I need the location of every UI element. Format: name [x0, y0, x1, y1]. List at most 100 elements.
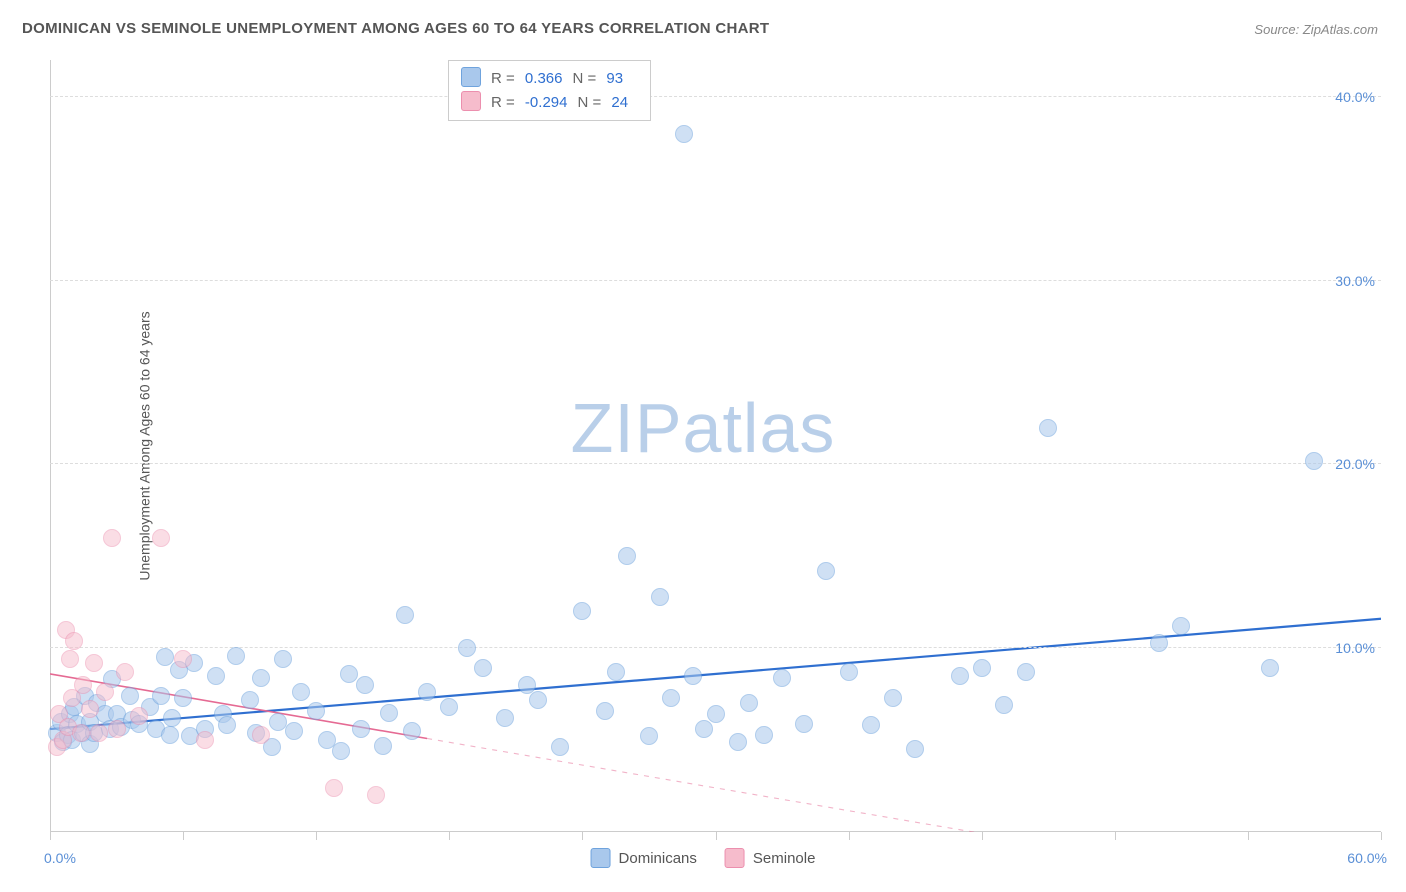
gridline	[50, 96, 1381, 97]
data-point	[285, 722, 303, 740]
x-tick	[449, 832, 450, 840]
data-point	[1305, 452, 1323, 470]
x-min-label: 0.0%	[44, 850, 76, 866]
data-point	[241, 691, 259, 709]
data-point	[840, 663, 858, 681]
data-point	[103, 529, 121, 547]
data-point	[640, 727, 658, 745]
source-label: Source:	[1254, 22, 1299, 37]
x-tick	[50, 832, 51, 840]
x-tick	[849, 832, 850, 840]
data-point	[380, 704, 398, 722]
data-point	[108, 720, 126, 738]
data-point	[662, 689, 680, 707]
data-point	[152, 529, 170, 547]
x-tick	[1115, 832, 1116, 840]
data-point	[332, 742, 350, 760]
legend-swatch	[725, 848, 745, 868]
gridline	[50, 280, 1381, 281]
plot-area: 10.0%20.0%30.0%40.0%0.0%60.0%	[50, 60, 1381, 832]
data-point	[163, 709, 181, 727]
x-tick	[982, 832, 983, 840]
x-tick	[582, 832, 583, 840]
data-point	[573, 602, 591, 620]
x-tick	[183, 832, 184, 840]
data-point	[551, 738, 569, 756]
chart-title: DOMINICAN VS SEMINOLE UNEMPLOYMENT AMONG…	[22, 20, 769, 37]
x-max-label: 60.0%	[1347, 850, 1387, 866]
data-point	[121, 687, 139, 705]
data-point	[729, 733, 747, 751]
data-point	[65, 632, 83, 650]
data-point	[862, 716, 880, 734]
n-label: N =	[572, 70, 596, 87]
data-point	[292, 683, 310, 701]
data-point	[973, 659, 991, 677]
data-point	[307, 702, 325, 720]
n-label: N =	[577, 94, 601, 111]
data-point	[995, 696, 1013, 714]
data-point	[418, 683, 436, 701]
source-attribution: Source: ZipAtlas.com	[1254, 22, 1378, 37]
data-point	[72, 724, 90, 742]
correlation-legend: R = 0.366N = 93R = -0.294N = 24	[448, 60, 651, 121]
data-point	[1039, 419, 1057, 437]
data-point	[274, 650, 292, 668]
data-point	[85, 654, 103, 672]
data-point	[618, 547, 636, 565]
data-point	[529, 691, 547, 709]
data-point	[340, 665, 358, 683]
data-point	[352, 720, 370, 738]
data-point	[227, 647, 245, 665]
data-point	[1261, 659, 1279, 677]
data-point	[773, 669, 791, 687]
data-point	[81, 700, 99, 718]
data-point	[325, 779, 343, 797]
series-legend: Dominicans Seminole	[577, 848, 830, 872]
x-tick	[316, 832, 317, 840]
data-point	[161, 726, 179, 744]
data-point	[116, 663, 134, 681]
data-point	[374, 737, 392, 755]
data-point	[675, 125, 693, 143]
legend-swatch	[461, 67, 481, 87]
data-point	[207, 667, 225, 685]
legend-label: Seminole	[753, 850, 816, 867]
x-tick	[716, 832, 717, 840]
r-label: R =	[491, 94, 515, 111]
x-tick	[1248, 832, 1249, 840]
data-point	[951, 667, 969, 685]
r-label: R =	[491, 70, 515, 87]
data-point	[817, 562, 835, 580]
gridline	[50, 647, 1381, 648]
legend-swatch	[591, 848, 611, 868]
data-point	[367, 786, 385, 804]
data-point	[695, 720, 713, 738]
data-point	[884, 689, 902, 707]
data-point	[440, 698, 458, 716]
data-point	[1017, 663, 1035, 681]
y-tick-label: 40.0%	[1335, 89, 1381, 105]
data-point	[651, 588, 669, 606]
data-point	[356, 676, 374, 694]
data-point	[152, 687, 170, 705]
data-point	[474, 659, 492, 677]
data-point	[795, 715, 813, 733]
data-point	[496, 709, 514, 727]
n-value: 24	[607, 94, 628, 111]
data-point	[740, 694, 758, 712]
data-point	[1150, 634, 1168, 652]
r-value: 0.366	[521, 70, 563, 87]
source-name: ZipAtlas.com	[1303, 22, 1378, 37]
legend-item: Dominicans	[591, 848, 697, 868]
data-point	[96, 683, 114, 701]
legend-row: R = 0.366 N = 93	[461, 67, 638, 91]
n-value: 93	[602, 70, 623, 87]
data-point	[596, 702, 614, 720]
data-point	[403, 722, 421, 740]
gridline	[50, 463, 1381, 464]
data-point	[174, 650, 192, 668]
data-point	[196, 731, 214, 749]
x-tick	[1381, 832, 1382, 840]
data-point	[74, 676, 92, 694]
